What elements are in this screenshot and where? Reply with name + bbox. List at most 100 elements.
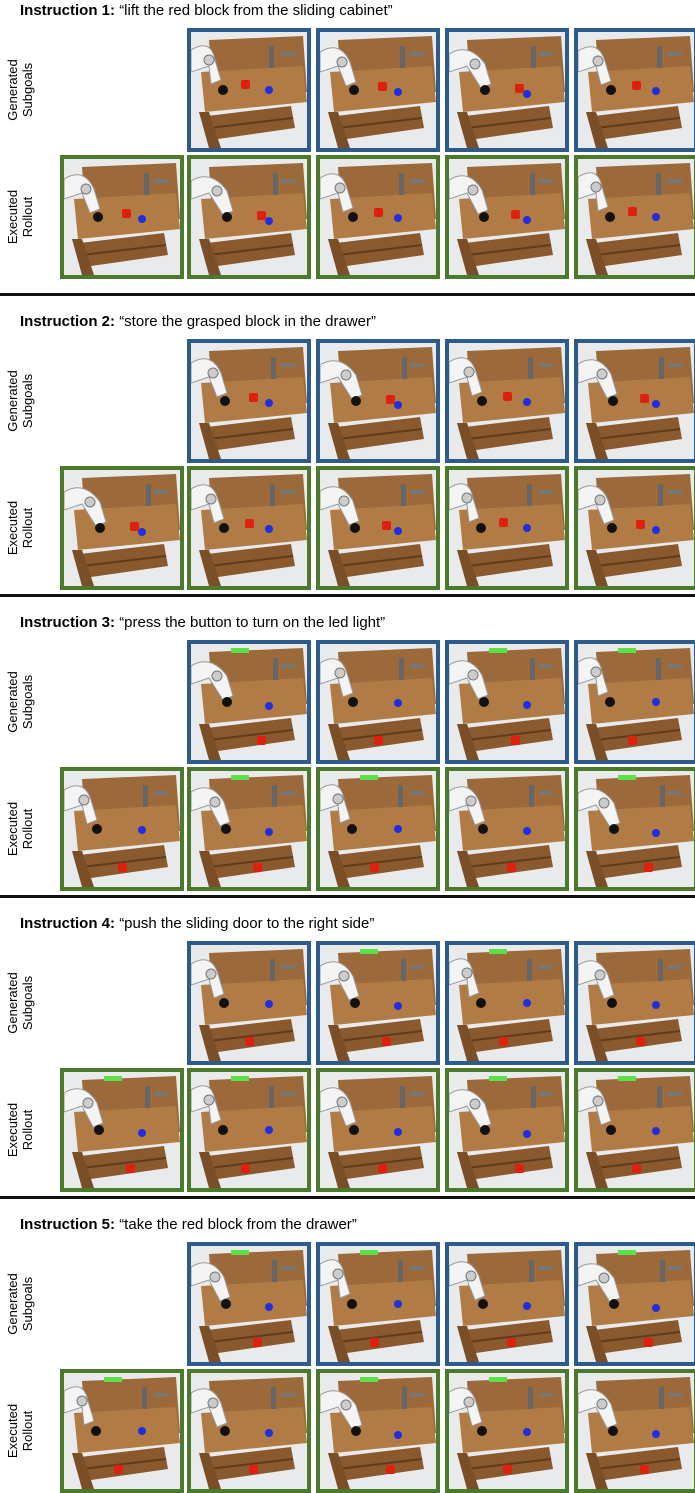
leg xyxy=(457,423,479,459)
robot-joint xyxy=(334,667,346,679)
handle xyxy=(668,1092,682,1096)
handle xyxy=(154,791,168,795)
row-label-line: Rollout xyxy=(20,1109,35,1151)
row-label-line: Generated xyxy=(5,671,20,733)
robot-arm xyxy=(578,46,612,86)
scene xyxy=(578,945,694,1061)
robot-joint xyxy=(334,182,346,194)
drawer-edge xyxy=(81,1458,167,1470)
scene xyxy=(191,1246,307,1362)
red-block xyxy=(249,393,258,402)
instruction-text: “lift the red block from the sliding cab… xyxy=(119,2,393,19)
black-block xyxy=(479,212,489,222)
red-block xyxy=(118,863,127,872)
handle xyxy=(539,965,553,969)
drawer-edge xyxy=(595,244,681,256)
robot-arm xyxy=(449,786,486,826)
red-block xyxy=(378,1164,387,1173)
slot xyxy=(659,1387,664,1409)
robot-joint xyxy=(207,367,219,379)
red-block xyxy=(374,736,383,745)
blue-block xyxy=(138,1427,146,1435)
subgoal-image xyxy=(445,941,569,1065)
instruction-text: “store the grasped block in the drawer” xyxy=(119,313,376,330)
black-block xyxy=(220,396,230,406)
drawer-edge xyxy=(208,729,294,741)
rollout-image xyxy=(574,466,695,590)
drawer-edge xyxy=(208,1157,294,1169)
red-block xyxy=(253,1338,262,1347)
handle xyxy=(281,363,295,367)
blue-block xyxy=(523,1428,531,1436)
scene xyxy=(320,644,436,760)
cabinet-top xyxy=(459,377,565,423)
blue-block xyxy=(138,528,146,536)
scene xyxy=(320,32,436,148)
slot xyxy=(530,173,535,195)
red-block xyxy=(628,736,637,745)
scene xyxy=(320,343,436,459)
robot-arm xyxy=(191,176,234,216)
black-block xyxy=(606,85,616,95)
drawer-edge xyxy=(81,555,167,567)
cabinet-top xyxy=(588,193,694,239)
scene xyxy=(320,1246,436,1362)
row-label-line: Executed xyxy=(5,1403,20,1459)
handle xyxy=(668,664,682,668)
black-block xyxy=(606,1125,616,1135)
robot-joint xyxy=(592,55,604,67)
scene xyxy=(191,771,307,887)
drawer-edge xyxy=(595,1458,681,1470)
black-block xyxy=(93,212,103,222)
red-block xyxy=(515,1164,524,1173)
red-block xyxy=(382,1037,391,1046)
cabinet-top xyxy=(459,1280,565,1326)
cabinet-top xyxy=(330,805,436,851)
scene xyxy=(578,159,694,275)
leg xyxy=(328,851,350,887)
robot-joint xyxy=(332,793,344,805)
handle xyxy=(281,490,295,494)
handle xyxy=(539,791,553,795)
handle xyxy=(281,664,295,668)
rollout-image xyxy=(60,1369,184,1493)
robot-arm xyxy=(191,358,228,398)
blue-block xyxy=(394,825,402,833)
drawer-edge xyxy=(466,1157,552,1169)
robot-joint xyxy=(465,1270,477,1282)
drawer-edge xyxy=(208,555,294,567)
scene xyxy=(320,1373,436,1489)
drawer-edge xyxy=(337,428,423,440)
black-block xyxy=(349,1125,359,1135)
robot-arm xyxy=(320,784,351,824)
scene xyxy=(578,343,694,459)
blue-block xyxy=(265,1429,273,1437)
black-block xyxy=(222,697,232,707)
leg xyxy=(199,112,221,148)
blue-block xyxy=(138,826,146,834)
blue-block xyxy=(523,701,531,709)
handle xyxy=(410,1092,424,1096)
instruction-text: “take the red block from the drawer” xyxy=(119,1216,357,1233)
blue-block xyxy=(394,527,402,535)
scene xyxy=(64,1373,180,1489)
red-block xyxy=(249,1465,258,1474)
separator xyxy=(0,293,695,296)
blue-block xyxy=(523,90,531,98)
handle xyxy=(410,52,424,56)
blue-block xyxy=(652,87,660,95)
leg xyxy=(586,1152,608,1188)
black-block xyxy=(218,85,228,95)
leg xyxy=(72,550,94,586)
cabinet-top xyxy=(201,504,307,550)
blue-block xyxy=(652,1127,660,1135)
drawer-edge xyxy=(337,244,423,256)
rollout-image xyxy=(445,155,569,279)
robot-joint xyxy=(465,795,477,807)
robot-arm xyxy=(320,1259,351,1299)
scene xyxy=(191,945,307,1061)
instruction-label: Instruction 1: xyxy=(20,2,116,19)
led-light xyxy=(231,775,249,780)
robot-arm xyxy=(449,1089,492,1129)
red-block xyxy=(511,210,520,219)
